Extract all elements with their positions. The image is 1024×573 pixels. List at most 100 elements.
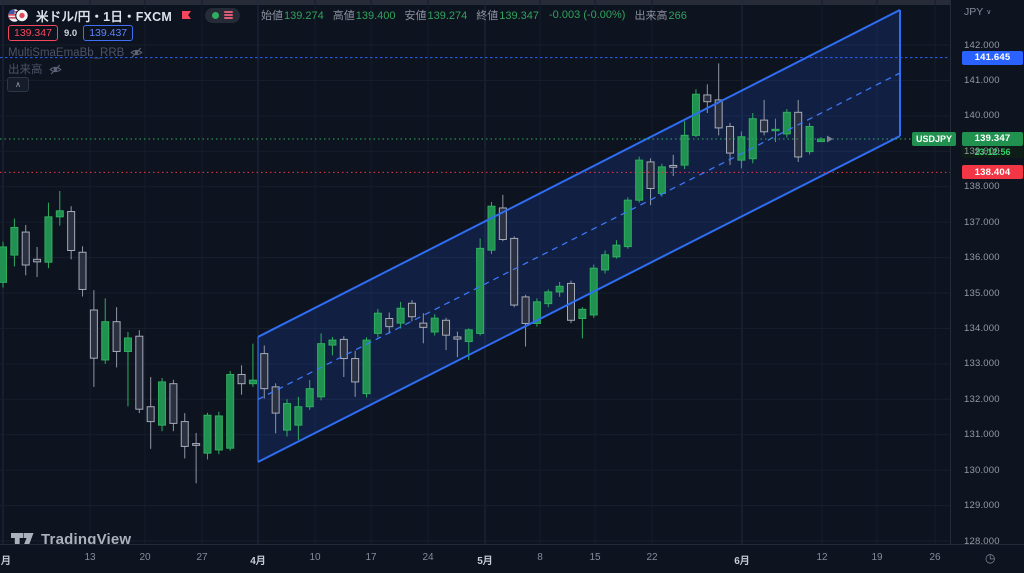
time-tick-label: 26 [929, 552, 940, 563]
candle-body [783, 112, 790, 134]
candle-body [511, 238, 518, 305]
candle-body [79, 252, 86, 289]
candle-body [397, 308, 404, 323]
candle-body [45, 217, 52, 262]
candle-body [636, 160, 643, 200]
candle-body [465, 330, 472, 342]
indicator-row[interactable]: MultiSmaEmaBb_RRB [8, 46, 143, 59]
candle-body [795, 112, 802, 157]
volume-label: 出来高 [634, 10, 667, 22]
time-tick-label: 13 [84, 552, 95, 563]
high-label: 高値 [333, 10, 355, 22]
candle-body [11, 227, 18, 255]
candle-body [102, 322, 109, 360]
time-tick-label: 19 [871, 552, 882, 563]
candle-body [284, 404, 291, 431]
candle-body [817, 139, 824, 142]
candle-body [295, 407, 302, 425]
indicator-status-pill[interactable] [205, 8, 240, 23]
candle-body [147, 407, 154, 422]
eye-off-icon[interactable] [130, 46, 143, 59]
volume-row[interactable]: 出来高 [8, 61, 62, 77]
candle-body [249, 380, 256, 384]
candle-body [352, 359, 359, 382]
candle-body [727, 126, 734, 153]
time-tick-label: 22 [646, 552, 657, 563]
time-tick-label: 8 [537, 552, 543, 563]
price-tick-label: 129.000 [964, 500, 1000, 511]
candle-body [329, 340, 336, 345]
collapse-indicators-button[interactable]: ∧ [7, 77, 29, 92]
candle-body [374, 313, 381, 333]
candle-body [545, 292, 552, 304]
price-tick-label: 131.000 [964, 429, 1000, 440]
time-tick-label: 20 [139, 552, 150, 563]
candle-body [193, 444, 200, 446]
candle-body [431, 318, 438, 332]
symbol-price-chip: USDJPY [912, 132, 956, 146]
candle-body [340, 339, 347, 358]
candle-body [136, 336, 143, 409]
status-dot-icon [212, 12, 219, 19]
eye-off-icon[interactable] [49, 63, 62, 76]
candle-body [681, 135, 688, 165]
candle-body [488, 206, 495, 250]
strategy-lines-icon [224, 11, 233, 19]
time-tick-label: 24 [422, 552, 433, 563]
candle-body [806, 126, 813, 151]
price-tick-label: 137.000 [964, 217, 1000, 228]
red-flag-icon[interactable] [181, 10, 192, 20]
candle-body [579, 309, 586, 318]
close-label: 終値 [476, 10, 498, 22]
upper-band-price-badge: 141.645 [962, 51, 1023, 65]
open-value: 139.274 [284, 10, 324, 22]
price-axis[interactable]: JPY ∨ 141.645 139.347 23:12:56 138.404 1… [950, 0, 1024, 545]
symbol-title[interactable]: 米ドル/円・1日・FXCM [36, 6, 172, 25]
price-chart[interactable] [0, 0, 950, 545]
price-tick-label: 136.000 [964, 252, 1000, 263]
lower-band-price-badge: 138.404 [962, 165, 1023, 179]
price-tick-label: 140.000 [964, 110, 1000, 121]
candle-body [261, 354, 268, 389]
time-tick-label: 10 [309, 552, 320, 563]
candle-body [658, 167, 665, 194]
time-tick-label: 5月 [477, 552, 493, 567]
candle-body [363, 340, 370, 393]
candle-body [738, 137, 745, 160]
candle-body [227, 374, 234, 448]
band-values-row: 139.347 9.0 139.437 [8, 25, 133, 41]
candle-body [761, 120, 768, 132]
time-axis[interactable]: ◷ 月1320274月1017245月815226月121926 [0, 544, 1024, 573]
band-upper-box: 139.437 [83, 25, 133, 41]
candle-body [0, 247, 7, 282]
timezone-clock-icon[interactable]: ◷ [985, 551, 995, 565]
candle-body [238, 374, 245, 383]
candle-body [34, 259, 41, 261]
candle-body [454, 337, 461, 339]
price-tick-label: 135.000 [964, 288, 1000, 299]
candle-body [670, 165, 677, 167]
currency-pair-logo-icon [8, 9, 29, 22]
candle-body [56, 211, 63, 217]
candle-body [113, 322, 120, 352]
close-value: 139.347 [499, 10, 539, 22]
candle-body [90, 310, 97, 358]
price-tick-label: 134.000 [964, 323, 1000, 334]
parallel-channel-fill[interactable] [258, 10, 900, 462]
currency-label: JPY [964, 6, 983, 18]
candle-body [613, 245, 620, 257]
band-basis-value: 9.0 [64, 28, 77, 39]
price-tick-label: 139.000 [964, 146, 1000, 157]
currency-selector[interactable]: JPY ∨ [964, 6, 991, 18]
time-tick-label: 12 [816, 552, 827, 563]
candle-body [124, 338, 131, 351]
candle-body [477, 248, 484, 333]
tradingview-chart-window: 米ドル/円・1日・FXCM 始値139.274 高値139.400 安値139.… [0, 0, 1024, 573]
time-tick-label: 15 [589, 552, 600, 563]
candle-body [602, 255, 609, 270]
candle-body [22, 232, 29, 265]
low-label: 安値 [404, 10, 426, 22]
ohlc-readout: 始値139.274 高値139.400 安値139.274 終値139.347 … [261, 7, 687, 23]
candle-body [420, 323, 427, 327]
symbol-header: 米ドル/円・1日・FXCM 始値139.274 高値139.400 安値139.… [8, 7, 687, 23]
